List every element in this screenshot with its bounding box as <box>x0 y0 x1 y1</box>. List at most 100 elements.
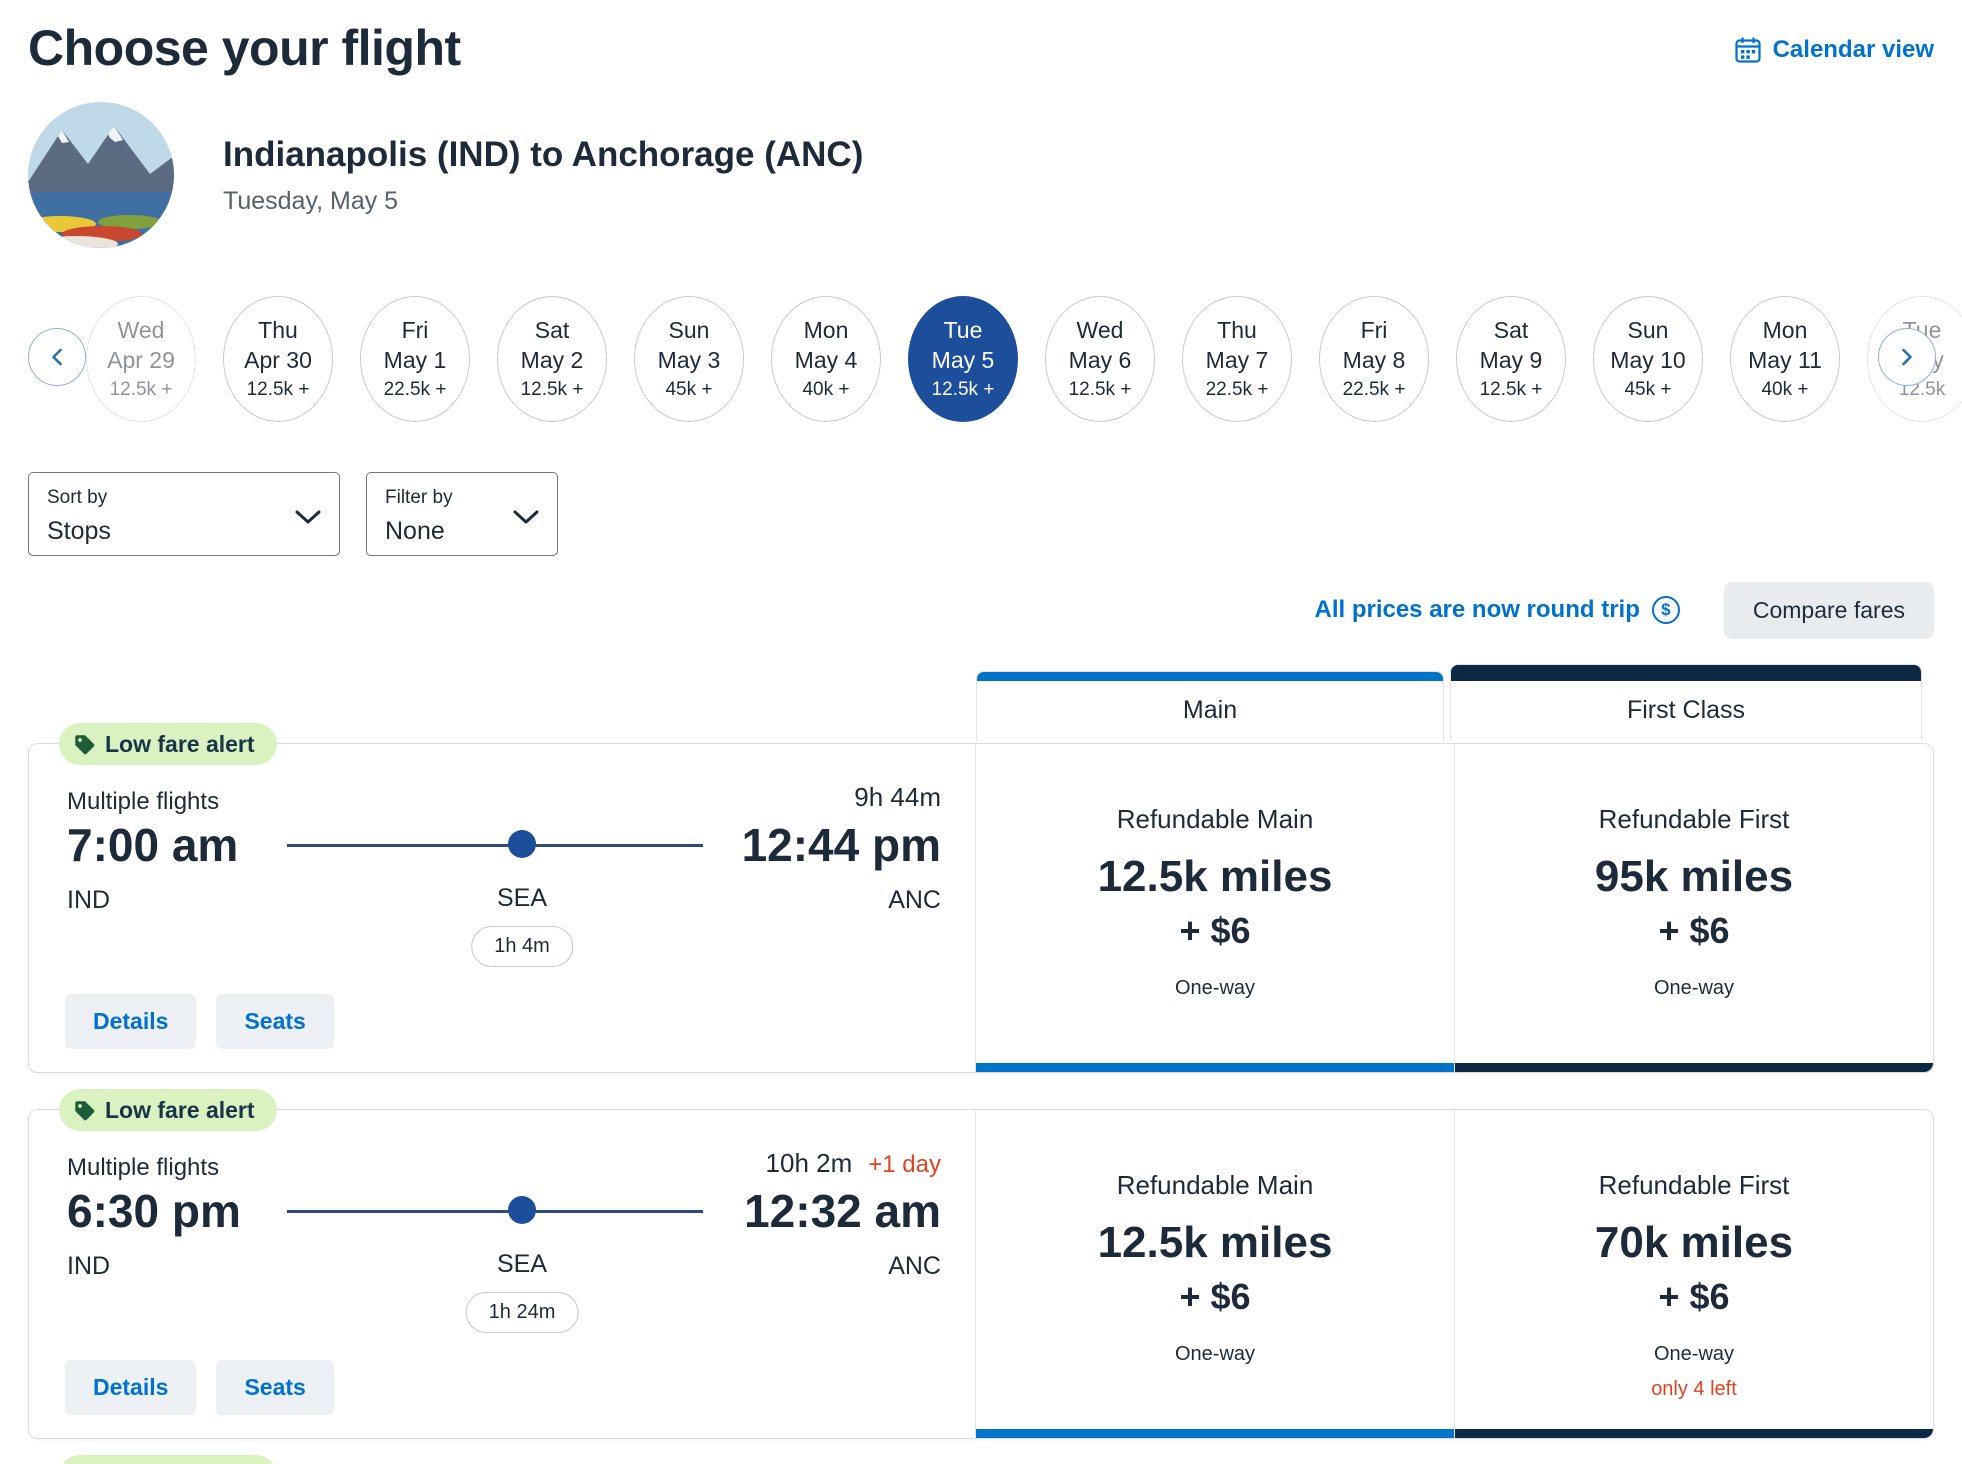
first-class-fare-bar <box>1455 1429 1933 1438</box>
fare-column-first-class: First Class <box>1450 664 1922 741</box>
fare-fee: + $6 <box>1179 1276 1251 1317</box>
departure-time: 6:30 pm <box>67 1185 241 1237</box>
calendar-view-label: Calendar view <box>1772 36 1934 63</box>
route-line <box>287 1210 703 1213</box>
date-pill-price: 22.5k + <box>1205 379 1269 400</box>
departure-time: 7:00 am <box>67 819 239 871</box>
fare-option-main[interactable]: Refundable Main 12.5k miles + $6 One-way <box>976 744 1455 1072</box>
fare-title: Refundable First <box>1598 804 1790 834</box>
first-class-fare-bar <box>1455 1063 1933 1072</box>
stop-dot <box>508 830 536 858</box>
date-pill-day: Tue <box>943 317 983 343</box>
flight-type-label: Multiple flights <box>67 1154 220 1181</box>
date-pill[interactable]: Fri May 8 22.5k + <box>1319 296 1429 422</box>
calendar-view-link[interactable]: Calendar view <box>1734 36 1934 64</box>
date-pill[interactable]: Mon May 4 40k + <box>771 296 881 422</box>
duration-text: 10h 2m <box>765 1148 853 1178</box>
fare-fee: + $6 <box>1658 1276 1730 1317</box>
destination-photo <box>28 102 174 248</box>
date-pill-date: May 9 <box>1479 347 1543 373</box>
tag-icon <box>73 733 96 756</box>
details-button[interactable]: Details <box>65 1360 197 1415</box>
carousel-prev-button[interactable] <box>28 328 86 386</box>
main-fare-bar <box>976 1063 1454 1072</box>
date-pill-date: May 3 <box>657 347 721 373</box>
fare-option-first-class[interactable]: Refundable First 70k miles + $6 One-way … <box>1455 1110 1933 1438</box>
compare-fares-button[interactable]: Compare fares <box>1723 581 1934 639</box>
sort-by-select[interactable]: Sort by Stops <box>28 472 340 556</box>
date-pill-price: 12.5k + <box>109 379 173 400</box>
date-pill-price: 22.5k + <box>383 379 447 400</box>
date-pill[interactable]: Thu May 7 22.5k + <box>1182 296 1292 422</box>
chevron-down-icon <box>513 509 539 530</box>
date-pill-price: 45k + <box>1624 379 1672 400</box>
departure: 6:30 pm IND <box>67 1188 241 1281</box>
layover-duration-pill: 1h 24m <box>465 1292 579 1333</box>
fare-trip-type: One-way <box>1653 1343 1735 1365</box>
date-pill[interactable]: Thu Apr 30 12.5k + <box>223 296 333 422</box>
flight-type-label: Multiple flights <box>67 788 220 815</box>
fare-option-first-class[interactable]: Refundable First 95k miles + $6 One-way <box>1455 744 1933 1072</box>
route-line <box>287 844 703 847</box>
low-fare-alert-badge: Low fare alert <box>59 723 277 765</box>
fare-option-main[interactable]: Refundable Main 12.5k miles + $6 One-way <box>976 1110 1455 1438</box>
dollar-circle-icon: $ <box>1651 596 1680 624</box>
date-pill[interactable]: Mon May 11 40k + <box>1730 296 1840 422</box>
carousel-next-button[interactable] <box>1878 328 1936 386</box>
seats-button[interactable]: Seats <box>216 1360 334 1415</box>
topbar: Choose your flight Calenda <box>28 0 1934 76</box>
sort-by-label: Sort by <box>47 487 108 508</box>
date-pill-date: May 1 <box>383 347 447 373</box>
date-pill-price: 40k + <box>802 379 850 400</box>
low-fare-alert-badge: Low fare alert <box>59 1455 277 1464</box>
date-pill[interactable]: Wed Apr 29 12.5k + <box>86 296 196 422</box>
filter-by-select[interactable]: Filter by None <box>366 472 558 556</box>
fare-trip-type: One-way <box>1174 977 1256 999</box>
date-pill-date: May 7 <box>1205 347 1269 373</box>
route-title: Indianapolis (IND) to Anchorage (ANC) <box>223 134 864 174</box>
filter-row: Sort by Stops Filter by None <box>28 472 1934 556</box>
fare-fee: + $6 <box>1179 910 1251 951</box>
date-pill-price: 12.5k + <box>931 379 995 400</box>
destination-code: ANC <box>888 886 941 914</box>
departure: 7:00 am IND <box>67 822 238 915</box>
low-fare-alert-label: Low fare alert <box>105 730 255 757</box>
details-button[interactable]: Details <box>65 994 197 1049</box>
arrival-time: 12:44 pm <box>741 819 941 871</box>
date-pill[interactable]: Sun May 10 45k + <box>1593 296 1703 422</box>
date-pill-price: 40k + <box>1761 379 1809 400</box>
fare-column-main-label: Main <box>1182 696 1238 724</box>
date-pill-day: Sun <box>668 317 710 343</box>
date-pill-date: May 4 <box>794 347 858 373</box>
fare-scarcity-note: only 4 left <box>1651 1378 1737 1400</box>
fare-trip-type: One-way <box>1653 977 1735 999</box>
date-pill-date: May 2 <box>520 347 584 373</box>
date-pill-date: May 5 <box>931 347 995 373</box>
date-pill-day: Wed <box>117 317 165 343</box>
date-pill[interactable]: Sun May 3 45k + <box>634 296 744 422</box>
date-pill[interactable]: Wed May 6 12.5k + <box>1045 296 1155 422</box>
plus-day-label: +1 day <box>868 1151 941 1178</box>
date-pill[interactable]: Sat May 2 12.5k + <box>497 296 607 422</box>
fare-trip-type: One-way <box>1174 1343 1256 1365</box>
date-pill-selected[interactable]: Tue May 5 12.5k + <box>908 296 1018 422</box>
pricing-bar: All prices are now round trip $ Compare … <box>28 581 1934 639</box>
stop-code: SEA <box>496 884 548 912</box>
round-trip-info-link[interactable]: All prices are now round trip $ <box>1314 596 1680 624</box>
date-pill-price: 12.5k + <box>520 379 584 400</box>
date-pill-price: 12.5k + <box>1479 379 1543 400</box>
date-pill-day: Sat <box>534 317 570 343</box>
low-fare-alert-badge: Low fare alert <box>59 1089 277 1131</box>
date-pill-day: Fri <box>1360 317 1388 343</box>
date-pill[interactable]: Sat May 9 12.5k + <box>1456 296 1566 422</box>
seats-button[interactable]: Seats <box>216 994 334 1049</box>
date-pill-day: Sat <box>1493 317 1529 343</box>
date-pill-date: May 11 <box>1748 347 1822 373</box>
date-pill-date: May 10 <box>1610 347 1686 373</box>
arrival: 12:44 pm ANC <box>742 822 941 915</box>
fare-options: Refundable Main 12.5k miles + $6 One-way… <box>976 1110 1933 1438</box>
date-pill[interactable]: Fri May 1 22.5k + <box>360 296 470 422</box>
origin-code: IND <box>67 1252 111 1280</box>
flight-actions: Details Seats <box>65 1360 334 1415</box>
